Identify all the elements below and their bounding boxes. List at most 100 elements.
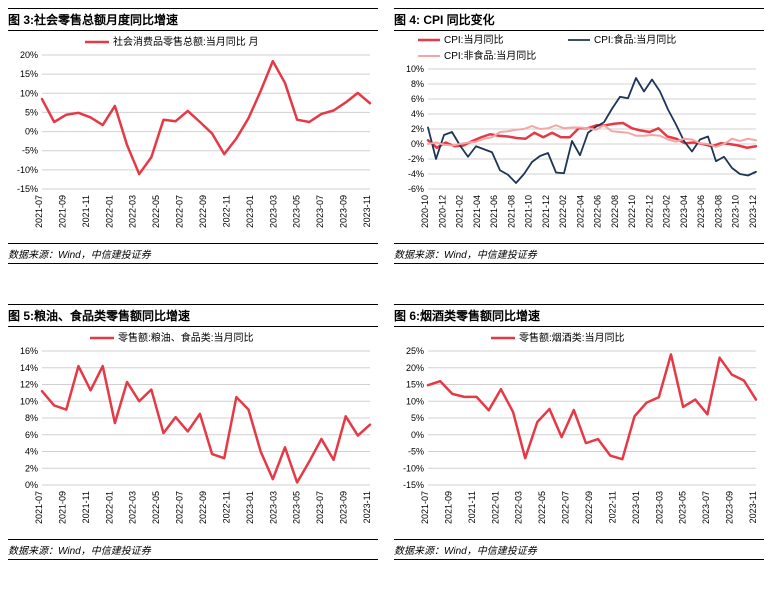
svg-text:-15%: -15% bbox=[403, 480, 424, 490]
svg-text:2023-03: 2023-03 bbox=[654, 491, 664, 524]
svg-text:2022-01: 2022-01 bbox=[104, 195, 114, 228]
svg-text:2022-11: 2022-11 bbox=[221, 491, 231, 523]
chart-title: 图 5:粮油、食品类零售额同比增速 bbox=[8, 307, 378, 324]
svg-text:2022-10: 2022-10 bbox=[627, 195, 637, 228]
svg-text:16%: 16% bbox=[20, 346, 38, 356]
svg-text:2022-09: 2022-09 bbox=[198, 491, 208, 524]
svg-text:社会消费品零售总额:当月同比 月: 社会消费品零售总额:当月同比 月 bbox=[113, 35, 259, 48]
svg-text:8%: 8% bbox=[411, 79, 424, 89]
svg-text:-6%: -6% bbox=[408, 184, 424, 194]
line-chart: 0%2%4%6%8%10%12%14%16%2021-072021-092021… bbox=[8, 327, 378, 537]
svg-text:2022-02: 2022-02 bbox=[558, 195, 568, 228]
svg-text:2022-05: 2022-05 bbox=[151, 491, 161, 524]
chart-title: 图 6:烟酒类零售额同比增速 bbox=[394, 307, 764, 324]
svg-text:15%: 15% bbox=[20, 69, 38, 79]
svg-text:2%: 2% bbox=[411, 124, 424, 134]
svg-text:0%: 0% bbox=[411, 430, 424, 440]
svg-text:2022-08: 2022-08 bbox=[610, 195, 620, 228]
svg-text:2%: 2% bbox=[25, 463, 38, 473]
svg-text:2023-12: 2023-12 bbox=[748, 195, 758, 228]
svg-text:2023-10: 2023-10 bbox=[731, 195, 741, 228]
svg-text:2021-09: 2021-09 bbox=[57, 491, 67, 524]
svg-text:CPI:当月同比: CPI:当月同比 bbox=[444, 33, 503, 46]
svg-text:10%: 10% bbox=[406, 64, 424, 74]
panel-chart-5: 图 5:粮油、食品类零售额同比增速 0%2%4%6%8%10%12%14%16%… bbox=[8, 304, 378, 560]
svg-text:-15%: -15% bbox=[17, 184, 38, 194]
line-chart: -6% -4% -2% 0% 2% 4% 6% 8% 10% 2020-10 2020-12 2021… bbox=[394, 31, 764, 241]
panel-chart-3: 图 3:社会零售总额月度同比增速 -15%-10%-5%0%5%10%15%20… bbox=[8, 8, 378, 264]
svg-text:2023-07: 2023-07 bbox=[701, 491, 711, 524]
svg-text:10%: 10% bbox=[20, 88, 38, 98]
svg-text:CPI:非食品:当月同比: CPI:非食品:当月同比 bbox=[444, 49, 536, 62]
chart-source: 数据来源：Wind，中信建投证券 bbox=[8, 542, 378, 557]
svg-text:2022-07: 2022-07 bbox=[175, 195, 185, 228]
svg-text:5%: 5% bbox=[25, 107, 38, 117]
svg-text:2021-10: 2021-10 bbox=[524, 195, 534, 228]
svg-text:2023-03: 2023-03 bbox=[268, 491, 278, 524]
svg-text:-4%: -4% bbox=[408, 169, 424, 179]
svg-text:15%: 15% bbox=[406, 380, 424, 390]
svg-text:2023-06: 2023-06 bbox=[696, 195, 706, 228]
svg-text:2022-11: 2022-11 bbox=[221, 195, 231, 227]
svg-text:2023-11: 2023-11 bbox=[362, 195, 372, 227]
svg-text:0%: 0% bbox=[25, 127, 38, 137]
svg-text:2022-05: 2022-05 bbox=[151, 195, 161, 228]
svg-text:2022-07: 2022-07 bbox=[561, 491, 571, 524]
svg-text:2021-07: 2021-07 bbox=[34, 491, 44, 524]
svg-text:2021-09: 2021-09 bbox=[443, 491, 453, 524]
svg-text:20%: 20% bbox=[406, 363, 424, 373]
chart-grid: 图 3:社会零售总额月度同比增速 -15%-10%-5%0%5%10%15%20… bbox=[0, 0, 771, 568]
svg-text:-10%: -10% bbox=[403, 463, 424, 473]
svg-text:2023-08: 2023-08 bbox=[713, 195, 723, 228]
svg-text:5%: 5% bbox=[411, 413, 424, 423]
svg-text:-5%: -5% bbox=[22, 146, 38, 156]
svg-text:2023-05: 2023-05 bbox=[678, 491, 688, 524]
svg-text:-2%: -2% bbox=[408, 154, 424, 164]
svg-text:2022-03: 2022-03 bbox=[514, 491, 524, 524]
svg-text:2023-09: 2023-09 bbox=[725, 491, 735, 524]
svg-text:2022-07: 2022-07 bbox=[175, 491, 185, 524]
svg-text:2020-10: 2020-10 bbox=[420, 195, 430, 228]
svg-text:-10%: -10% bbox=[17, 165, 38, 175]
svg-text:0%: 0% bbox=[411, 139, 424, 149]
svg-text:2022-06: 2022-06 bbox=[593, 195, 603, 228]
svg-text:2022-03: 2022-03 bbox=[128, 195, 138, 228]
svg-text:CPI:食品:当月同比: CPI:食品:当月同比 bbox=[594, 33, 676, 46]
svg-text:20%: 20% bbox=[20, 50, 38, 60]
svg-text:2021-12: 2021-12 bbox=[541, 195, 551, 228]
svg-text:零售额:烟酒类:当月同比: 零售额:烟酒类:当月同比 bbox=[519, 331, 625, 344]
svg-text:2023-05: 2023-05 bbox=[292, 491, 302, 524]
svg-text:2023-04: 2023-04 bbox=[679, 195, 689, 228]
svg-text:0%: 0% bbox=[25, 480, 38, 490]
svg-text:2022-04: 2022-04 bbox=[575, 195, 585, 228]
svg-text:4%: 4% bbox=[25, 447, 38, 457]
svg-text:25%: 25% bbox=[406, 346, 424, 356]
svg-text:2022-01: 2022-01 bbox=[104, 491, 114, 524]
svg-text:2021-06: 2021-06 bbox=[489, 195, 499, 228]
svg-text:10%: 10% bbox=[406, 396, 424, 406]
svg-text:2023-02: 2023-02 bbox=[662, 195, 672, 228]
svg-text:8%: 8% bbox=[25, 413, 38, 423]
svg-text:2023-07: 2023-07 bbox=[315, 195, 325, 228]
svg-text:10%: 10% bbox=[20, 396, 38, 406]
svg-text:2022-01: 2022-01 bbox=[490, 491, 500, 524]
svg-text:14%: 14% bbox=[20, 363, 38, 373]
chart-source: 数据来源：Wind，中信建投证券 bbox=[394, 246, 764, 261]
line-chart: -15%-10%-5%0%5%10%15%20%25%2021-072021-0… bbox=[394, 327, 764, 537]
svg-text:2023-05: 2023-05 bbox=[292, 195, 302, 228]
chart-source: 数据来源：Wind，中信建投证券 bbox=[8, 246, 378, 261]
svg-text:2023-11: 2023-11 bbox=[362, 491, 372, 523]
chart-source: 数据来源：Wind，中信建投证券 bbox=[394, 542, 764, 557]
svg-text:2021-11: 2021-11 bbox=[81, 491, 91, 523]
svg-text:2023-07: 2023-07 bbox=[315, 491, 325, 524]
svg-text:2021-11: 2021-11 bbox=[81, 195, 91, 227]
svg-text:2023-01: 2023-01 bbox=[245, 491, 255, 524]
svg-text:零售额:粮油、食品类:当月同比: 零售额:粮油、食品类:当月同比 bbox=[118, 331, 254, 344]
svg-text:2021-02: 2021-02 bbox=[455, 195, 465, 228]
svg-text:4%: 4% bbox=[411, 109, 424, 119]
svg-text:2023-09: 2023-09 bbox=[339, 195, 349, 228]
svg-text:2021-11: 2021-11 bbox=[467, 491, 477, 523]
svg-text:6%: 6% bbox=[411, 94, 424, 104]
svg-text:2020-12: 2020-12 bbox=[437, 195, 447, 228]
svg-text:2023-01: 2023-01 bbox=[631, 491, 641, 524]
